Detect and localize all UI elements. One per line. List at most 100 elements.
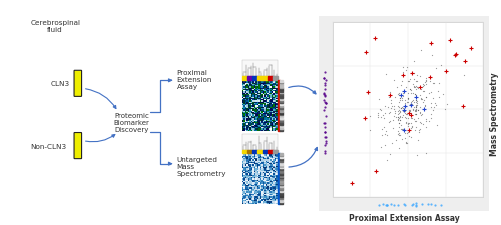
Bar [280, 129, 283, 131]
Point [395, 96, 403, 100]
Point [417, 112, 425, 116]
Point [404, 122, 412, 126]
Bar [280, 81, 283, 82]
Point [419, 108, 427, 111]
Point [409, 78, 417, 81]
Point [397, 116, 405, 119]
Point [412, 99, 420, 103]
Point [378, 134, 386, 137]
Bar [273, 150, 278, 153]
Point [389, 126, 397, 130]
Point [438, 93, 446, 97]
Point [416, 49, 424, 52]
Bar [280, 97, 283, 99]
Point [395, 99, 403, 102]
Point [394, 122, 402, 126]
Point [421, 95, 429, 99]
Point [425, 120, 433, 124]
Point [422, 117, 430, 121]
Point [412, 80, 420, 83]
Point [401, 112, 409, 116]
Bar [280, 89, 283, 90]
Bar [280, 109, 283, 111]
Point [421, 79, 429, 83]
Point [389, 79, 397, 82]
Point [414, 128, 422, 132]
Point [380, 126, 388, 129]
Point [411, 106, 419, 110]
Bar [252, 150, 257, 153]
Point [424, 91, 432, 95]
Point [402, 142, 410, 145]
Point [434, 82, 442, 86]
Point [321, 114, 329, 118]
Point [400, 137, 408, 140]
Point [400, 90, 408, 94]
Point [382, 203, 390, 207]
Bar [267, 150, 273, 153]
Bar [280, 158, 283, 160]
Point [400, 202, 408, 206]
Point [361, 117, 369, 120]
Point [411, 105, 419, 109]
Point [396, 107, 404, 111]
Point [411, 99, 419, 102]
Bar [280, 87, 283, 89]
Point [409, 101, 417, 105]
Point [401, 69, 409, 73]
Point [411, 204, 419, 207]
Point [320, 131, 328, 134]
Point [391, 138, 399, 142]
Point [421, 152, 429, 155]
Point [375, 203, 383, 207]
Bar [252, 77, 257, 81]
Bar [280, 99, 283, 101]
Point [405, 112, 413, 115]
Point [406, 91, 414, 95]
Point [407, 100, 415, 103]
Point [426, 113, 434, 117]
Point [420, 105, 428, 109]
Point [406, 121, 414, 125]
Point [393, 112, 401, 116]
Point [405, 88, 413, 91]
Point [407, 124, 415, 128]
Point [385, 93, 393, 97]
Point [406, 135, 414, 139]
Point [411, 94, 419, 97]
Point [320, 93, 328, 97]
Point [401, 105, 409, 108]
Point [365, 114, 373, 118]
Point [319, 121, 327, 125]
Point [411, 112, 419, 116]
Point [384, 95, 392, 99]
Bar [280, 192, 283, 194]
Point [399, 106, 407, 110]
Point [403, 117, 411, 121]
Point [415, 112, 423, 115]
Point [361, 51, 369, 54]
Point [403, 130, 411, 134]
Point [411, 104, 419, 107]
Point [321, 82, 329, 86]
Point [390, 110, 398, 114]
Point [395, 119, 403, 122]
Bar [280, 190, 283, 192]
Point [394, 131, 402, 135]
Point [428, 82, 436, 86]
Point [399, 95, 407, 99]
Point [399, 104, 407, 108]
Bar [280, 175, 283, 177]
Point [320, 93, 328, 97]
Bar [280, 189, 283, 190]
Bar [280, 117, 283, 119]
Point [393, 203, 401, 207]
Point [395, 114, 403, 118]
Point [385, 152, 393, 156]
Point [394, 121, 402, 125]
Point [425, 80, 433, 83]
Point [430, 203, 438, 207]
Point [404, 101, 412, 104]
Point [393, 130, 401, 134]
Point [403, 92, 411, 96]
